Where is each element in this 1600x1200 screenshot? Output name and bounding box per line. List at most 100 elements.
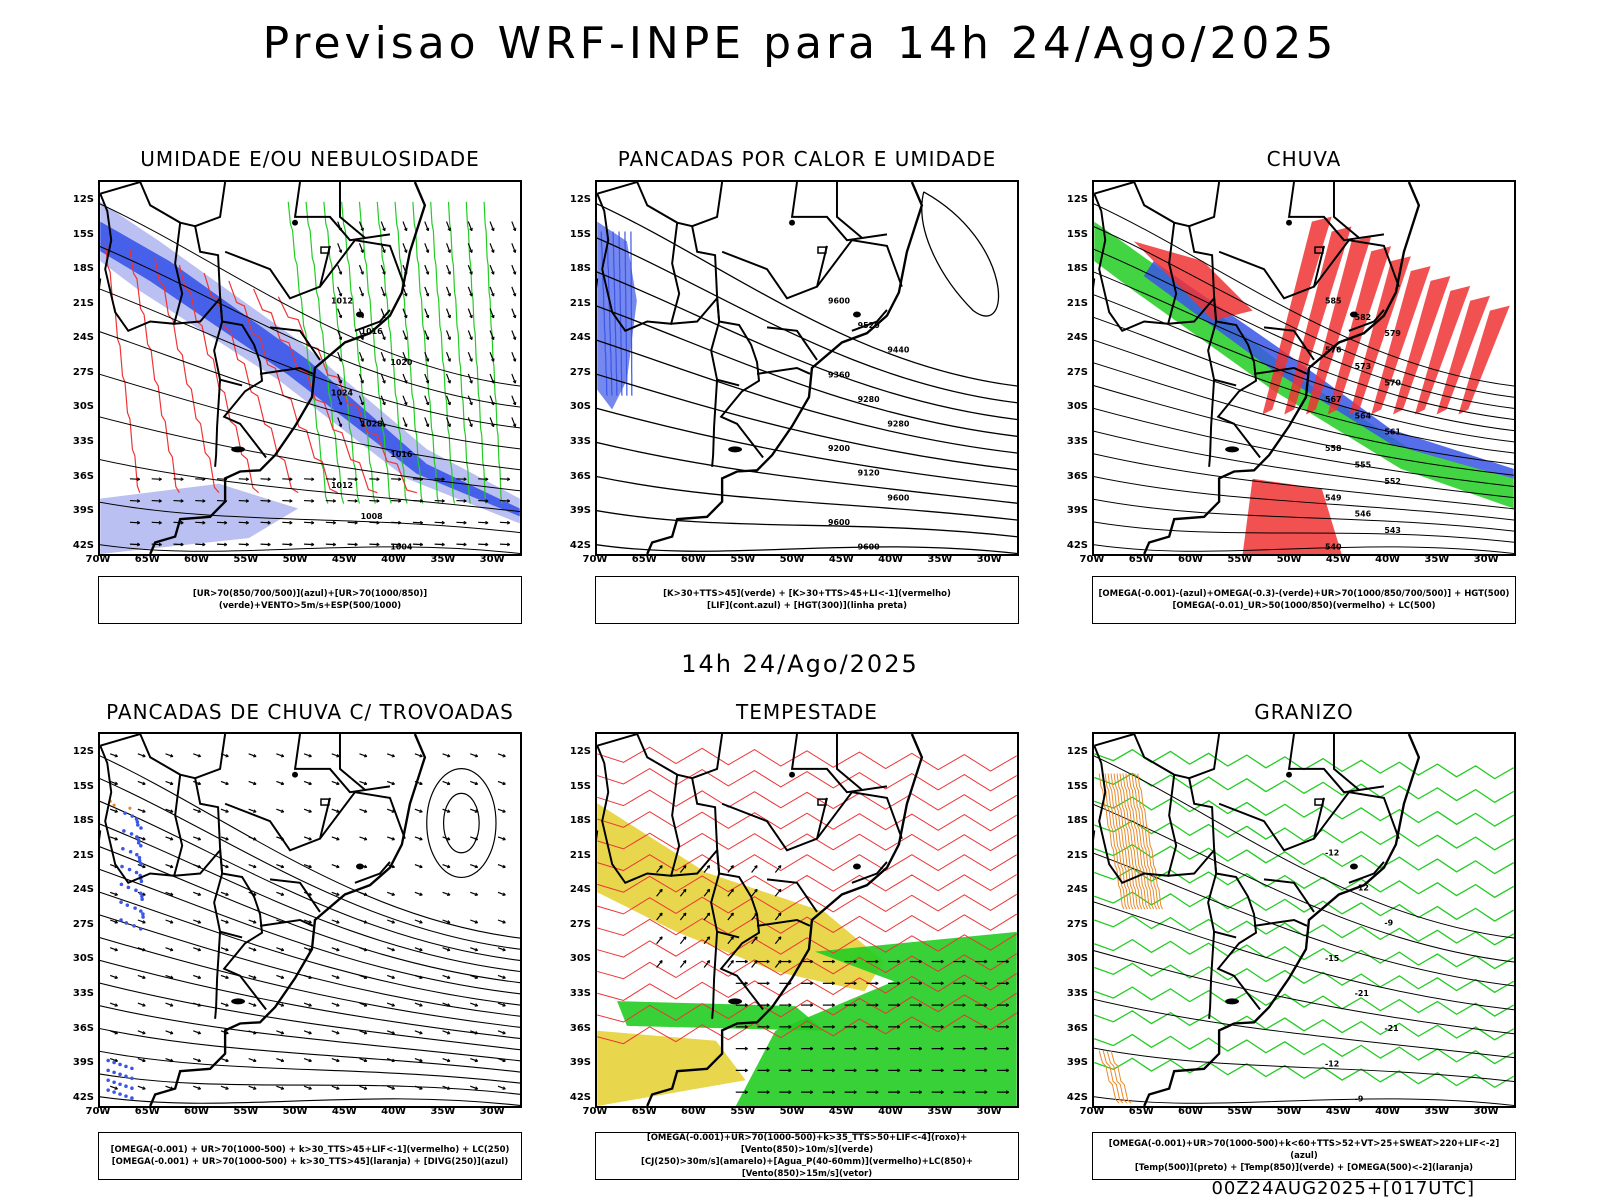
longitude-tick-label: 40W <box>381 554 407 565</box>
latitude-tick-label: 27S <box>569 918 591 930</box>
contour-label: 564 <box>1355 411 1372 420</box>
longitude-tick-label: 50W <box>779 554 805 565</box>
contour-label: 9600 <box>828 296 851 305</box>
latitude-tick-label: 15S <box>569 228 591 240</box>
latitude-tick-label: 18S <box>1066 815 1088 827</box>
latitude-tick-label: 42S <box>1066 539 1088 551</box>
longitude-tick-label: 45W <box>1325 554 1351 565</box>
latitude-tick-label: 36S <box>569 470 591 482</box>
contour-label: 585 <box>1325 296 1342 305</box>
longitude-tick-label: 30W <box>976 1106 1002 1117</box>
contour-label: 552 <box>1384 477 1401 486</box>
contour-label: 9440 <box>887 346 910 355</box>
longitude-tick-label: 70W <box>582 1106 608 1117</box>
longitude-tick-label: 40W <box>1375 554 1401 565</box>
contour-label: -12 <box>1355 884 1369 893</box>
latitude-tick-label: 39S <box>1066 505 1088 517</box>
panel-legend: [OMEGA(-0.001)+UR>70(1000-500)+k>35_TTS>… <box>595 1132 1019 1180</box>
longitude-tick-label: 45W <box>828 1106 854 1117</box>
latitude-tick-label: 36S <box>1066 470 1088 482</box>
latitude-tick-label: 15S <box>72 228 94 240</box>
latitude-tick-label: 18S <box>72 263 94 275</box>
longitude-tick-label: 40W <box>381 1106 407 1117</box>
panel-title: UMIDADE E/OU NEBULOSIDADE <box>140 147 480 171</box>
valid-time-label: 14h 24/Ago/2025 <box>681 650 919 678</box>
longitude-tick-label: 50W <box>1276 1106 1302 1117</box>
contour-label: 9120 <box>858 469 881 478</box>
panel-legend: [K>30+TTS>45](verde) + [K>30+TTS>45+LI<-… <box>595 576 1019 624</box>
longitude-tick-label: 55W <box>1227 554 1253 565</box>
panel-legend: [OMEGA(-0.001) + UR>70(1000-500) + k>30_… <box>98 1132 522 1180</box>
map-panel: 1012 1016 1020 1024 1028 1016 1012 1008 1004 <box>98 180 522 556</box>
legend-line: [LIF](cont.azul) + [HGT(300)](linha pret… <box>706 601 908 611</box>
latitude-tick-label: 12S <box>72 194 94 205</box>
longitude-tick-label: 30W <box>1473 554 1499 565</box>
latitude-tick-label: 39S <box>72 505 94 517</box>
contour-label: 546 <box>1355 510 1372 519</box>
latitude-tick-label: 42S <box>569 539 591 551</box>
latitude-tick-label: 24S <box>1066 884 1088 896</box>
latitude-tick-label: 18S <box>569 815 591 827</box>
latitude-tick-label: 39S <box>569 505 591 517</box>
longitude-tick-label: 30W <box>479 554 505 565</box>
contour-label: -21 <box>1384 1024 1398 1033</box>
latitude-tick-label: 24S <box>569 332 591 344</box>
legend-line: [OMEGA(-0.001)-(azul)+OMEGA(-0.3)-(verde… <box>1098 589 1510 599</box>
contour-label: -21 <box>1355 989 1369 998</box>
contour-label: 9360 <box>828 370 851 379</box>
longitude-tick-label: 35W <box>430 1106 456 1117</box>
panel-legend: [OMEGA(-0.001)-(azul)+OMEGA(-0.3)-(verde… <box>1092 576 1516 624</box>
latitude-tick-label: 15S <box>1066 228 1088 240</box>
legend-line: [OMEGA(-0.001)+UR>70(1000-500)+k>35_TTS>… <box>646 1133 968 1155</box>
longitude-tick-label: 50W <box>1276 554 1302 565</box>
latitude-tick-label: 42S <box>72 539 94 551</box>
panel-legend: [OMEGA(-0.001)+UR>70(1000-500)+k<60+TTS>… <box>1092 1132 1516 1180</box>
longitude-tick-label: 30W <box>976 554 1002 565</box>
legend-line: [OMEGA(-0.001) + UR>70(1000-500) + k>30_… <box>110 1145 510 1155</box>
longitude-tick-label: 55W <box>233 1106 259 1117</box>
latitude-tick-label: 21S <box>72 849 94 861</box>
latitude-tick-label: 36S <box>72 470 94 482</box>
latitude-tick-label: 21S <box>72 297 94 309</box>
legend-line: [CJ(250)>30m/s](amarelo)+[Agua_P(40-60mm… <box>640 1157 974 1179</box>
run-time-footer: 00Z24AUG2025+[017UTC] <box>1211 1178 1475 1199</box>
latitude-tick-label: 33S <box>569 435 591 447</box>
latitude-tick-label: 21S <box>569 849 591 861</box>
longitude-tick-label: 45W <box>331 1106 357 1117</box>
longitude-tick-label: 70W <box>85 554 111 565</box>
longitude-tick-label: 70W <box>582 554 608 565</box>
contour-label: 9600 <box>887 493 910 502</box>
panel-title: PANCADAS DE CHUVA C/ TROVOADAS <box>106 700 514 724</box>
longitude-tick-label: 50W <box>282 554 308 565</box>
map-panel <box>98 732 522 1108</box>
longitude-tick-label: 60W <box>681 1106 706 1117</box>
contour-label: 573 <box>1355 362 1372 371</box>
longitude-tick-label: 65W <box>1128 554 1154 565</box>
latitude-tick-label: 18S <box>72 815 94 827</box>
latitude-tick-label: 30S <box>569 401 591 413</box>
latitude-tick-label: 12S <box>1066 746 1088 757</box>
latitude-tick-label: 15S <box>1066 780 1088 792</box>
latitude-tick-label: 33S <box>72 987 94 999</box>
contour-label: 582 <box>1355 313 1372 322</box>
longitude-tick-label: 55W <box>1227 1106 1253 1117</box>
latitude-tick-label: 21S <box>1066 849 1088 861</box>
latitude-tick-label: 39S <box>72 1057 94 1069</box>
longitude-tick-label: 40W <box>1375 1106 1401 1117</box>
contour-label: -15 <box>1325 954 1339 963</box>
longitude-tick-label: 45W <box>1325 1106 1351 1117</box>
latitude-tick-label: 21S <box>1066 297 1088 309</box>
contour-label: 9600 <box>828 518 851 527</box>
contour-label: 561 <box>1384 428 1401 437</box>
legend-line: [OMEGA(-0.01)_UR>50(1000/850)(vermelho) … <box>1172 601 1436 611</box>
latitude-tick-label: 18S <box>1066 263 1088 275</box>
latitude-tick-label: 27S <box>72 366 94 378</box>
contour-label: 9200 <box>828 444 851 453</box>
panel-legend: [UR>70(850/700/500)](azul)+[UR>70(1000/8… <box>98 576 522 624</box>
longitude-tick-label: 55W <box>730 1106 756 1117</box>
main-title: Previsao WRF-INPE para 14h 24/Ago/2025 <box>262 18 1338 69</box>
contour-label: 9280 <box>858 395 881 404</box>
contour-label: 1012 <box>331 481 353 490</box>
contour-label: 579 <box>1384 329 1401 338</box>
